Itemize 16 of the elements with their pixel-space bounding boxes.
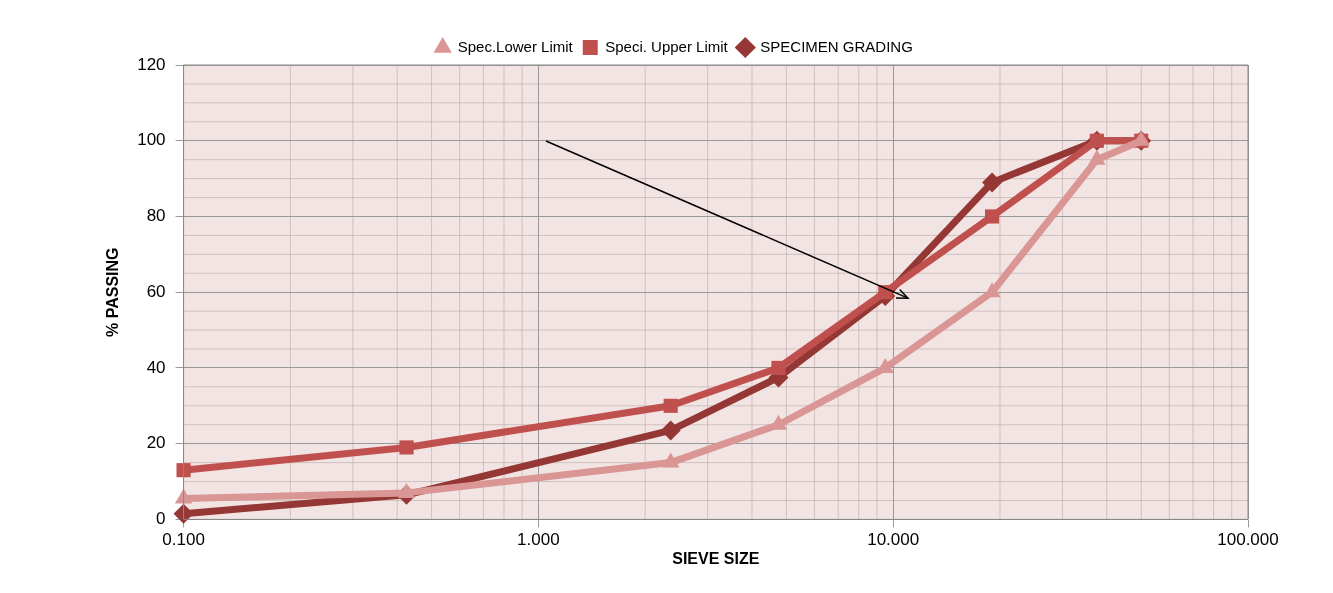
legend-label: Speci. Upper Limit [605,37,729,55]
x-tick-label: 1.000 [517,530,560,550]
legend-label: Spec.Lower Limit [457,37,574,55]
x-axis-title: SIEVE SIZE [672,549,760,567]
y-tick-label: 100 [137,130,166,150]
x-tick-label: 100.000 [1217,530,1279,550]
x-tick-label: 10.000 [867,530,920,550]
y-tick-label: 0 [156,509,166,529]
y-tick-label: 120 [137,54,166,74]
x-tick-label: 0.100 [162,530,205,550]
y-tick-label: 40 [146,357,166,377]
legend-label: SPECIMEN GRADING [760,37,913,55]
y-axis-title: % PASSING [104,247,122,337]
y-tick-label: 60 [146,281,166,301]
y-tick-label: 20 [146,433,166,453]
y-tick-label: 80 [146,206,166,226]
